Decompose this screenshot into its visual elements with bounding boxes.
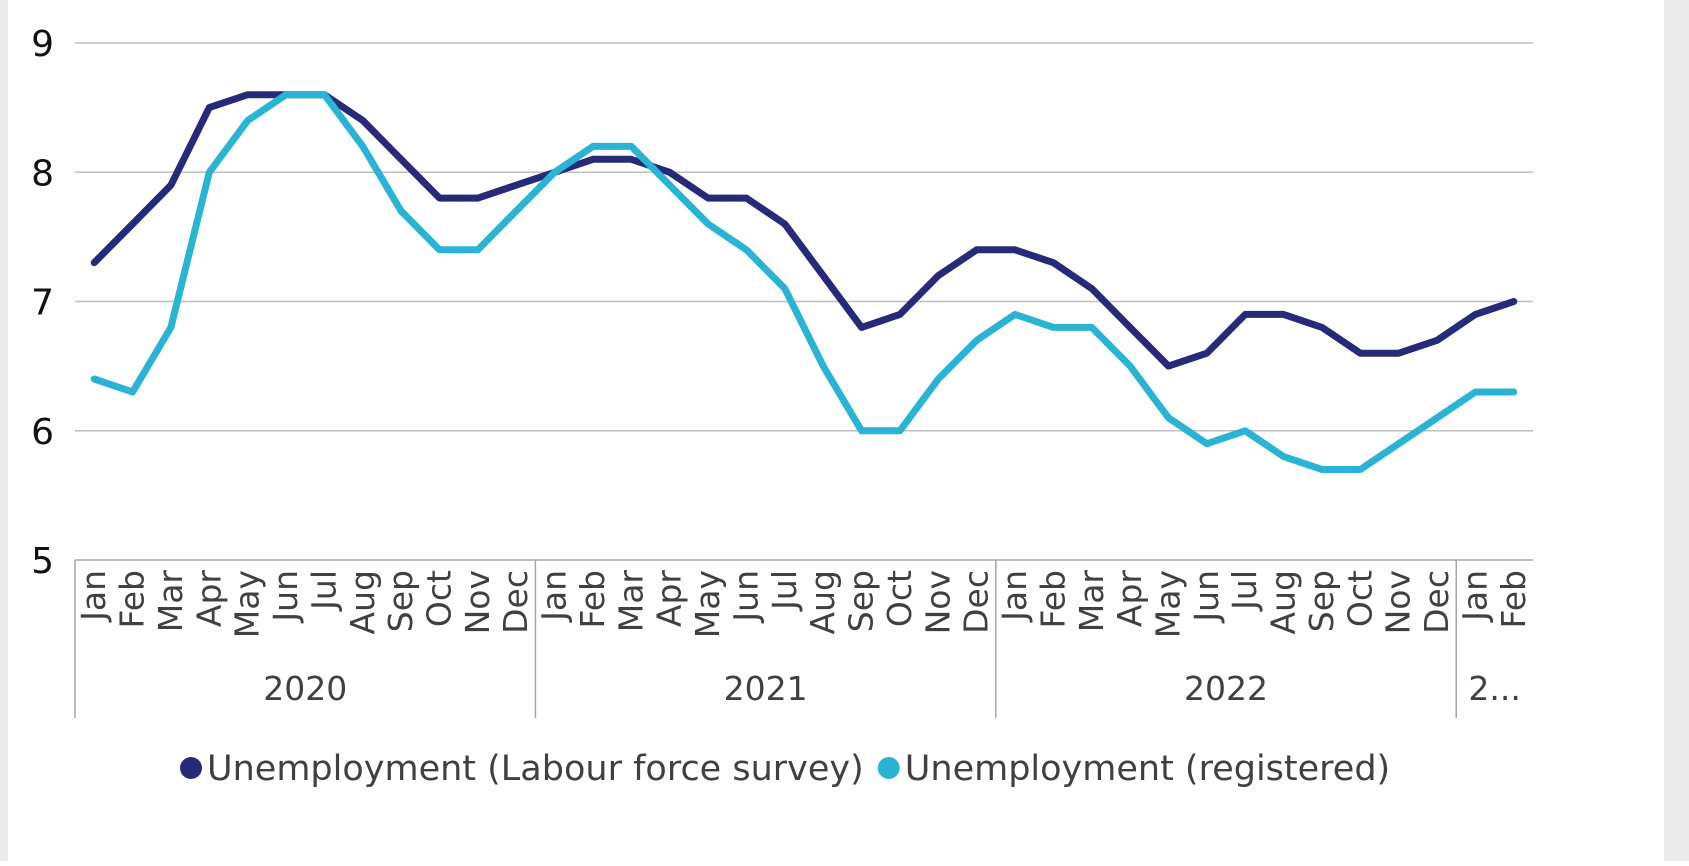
x-tick-label: Feb <box>113 570 152 628</box>
x-tick-label: Jul <box>304 570 343 612</box>
x-tick-label: Dec <box>1417 570 1456 634</box>
x-tick-label: Jun <box>1187 570 1226 624</box>
x-tick-label: Aug <box>1264 570 1303 634</box>
y-axis-ticks: 5 6 7 8 9 <box>31 24 54 582</box>
legend-label: Unemployment (Labour force survey) <box>207 749 864 789</box>
x-tick-label: Sep <box>842 570 881 632</box>
x-tick-label: Sep <box>381 570 420 632</box>
x-tick-label: Dec <box>957 570 996 634</box>
x-tick-label: Jan <box>995 570 1034 623</box>
x-tick-label: Nov <box>458 570 497 634</box>
year-label: 2022 <box>1184 669 1268 708</box>
x-tick-label: Jan <box>1455 570 1494 623</box>
x-tick-label: Mar <box>611 570 650 633</box>
x-tick-label: Aug <box>803 570 842 634</box>
x-tick-label: Jul <box>765 570 804 612</box>
x-tick-label: Feb <box>1494 570 1533 628</box>
legend-marker <box>878 757 900 779</box>
x-tick-label: Apr <box>1110 570 1149 628</box>
series-line-registered <box>94 95 1514 470</box>
x-tick-label: Aug <box>343 570 382 634</box>
x-tick-label: Oct <box>420 570 459 627</box>
x-tick-label: Feb <box>573 570 612 628</box>
x-tick-label: Jun <box>726 570 765 624</box>
gridlines <box>75 43 1533 560</box>
y-tick-label: 6 <box>31 412 54 453</box>
x-tick-label: May <box>688 570 727 638</box>
x-tick-label: Jan <box>535 570 574 623</box>
x-tick-label: Jun <box>266 570 305 624</box>
legend: Unemployment (Labour force survey) Unempl… <box>180 749 1390 789</box>
x-tick-label: Mar <box>1072 570 1111 633</box>
x-tick-label: Nov <box>918 570 957 634</box>
x-tick-label: Apr <box>189 570 228 628</box>
legend-label: Unemployment (registered) <box>905 749 1390 789</box>
x-tick-label: May <box>1149 570 1188 638</box>
year-label: 2... <box>1468 669 1520 708</box>
x-tick-label: Nov <box>1379 570 1418 634</box>
x-tick-label: Mar <box>151 570 190 633</box>
x-tick-label: Feb <box>1033 570 1072 628</box>
x-tick-label: Jul <box>1225 570 1264 612</box>
y-tick-label: 8 <box>31 153 54 194</box>
x-tick-label: Oct <box>880 570 919 627</box>
x-tick-label: Jan <box>74 570 113 623</box>
legend-marker <box>180 757 202 779</box>
x-tick-label: Sep <box>1302 570 1341 632</box>
x-tick-label: Dec <box>496 570 535 634</box>
x-tick-label: May <box>228 570 267 638</box>
y-tick-label: 7 <box>31 283 54 324</box>
y-tick-label: 9 <box>31 24 54 65</box>
x-tick-label: Oct <box>1340 570 1379 627</box>
series-lines <box>94 95 1514 470</box>
y-tick-label: 5 <box>31 541 54 582</box>
year-label: 2021 <box>724 669 808 708</box>
x-tick-label: Apr <box>650 570 689 628</box>
year-label: 2020 <box>263 669 347 708</box>
